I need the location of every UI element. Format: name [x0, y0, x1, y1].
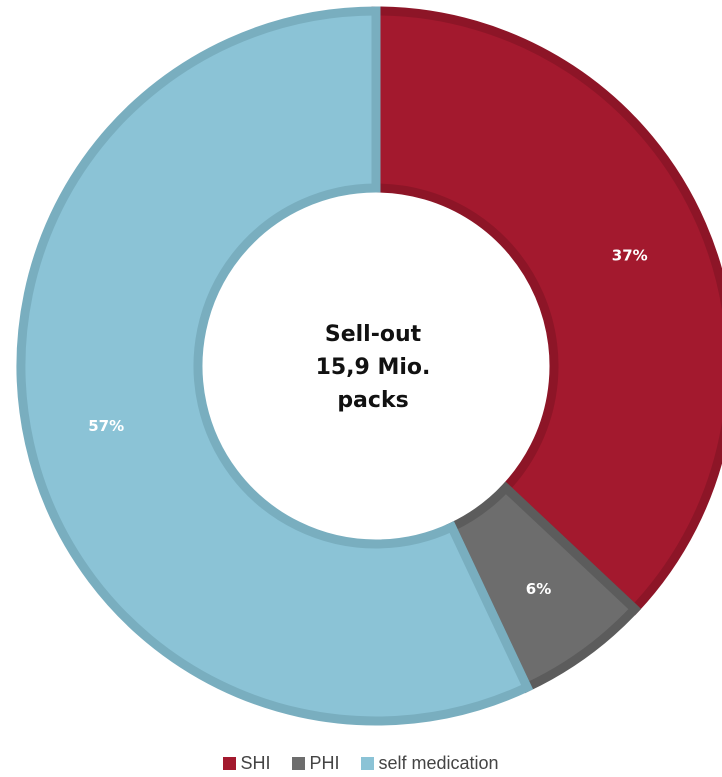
- legend-item-self-medication: self medication: [361, 752, 499, 774]
- center-label-line: 15,9 Mio.: [316, 355, 431, 380]
- center-label-line: Sell-out: [325, 322, 422, 347]
- slice-label-phi: 6%: [526, 580, 551, 598]
- legend-label: PHI: [309, 752, 340, 773]
- legend-label: self medication: [378, 752, 499, 773]
- legend-swatch: [223, 756, 237, 770]
- center-label-line: packs: [337, 388, 408, 413]
- legend-item-phi: PHI: [292, 753, 339, 774]
- slice-self-medication: [16, 6, 534, 726]
- slice-label-self-medication: 57%: [88, 417, 124, 435]
- donut-slices: [16, 6, 722, 726]
- legend-item-shi: SHI: [223, 753, 270, 774]
- legend-swatch: [292, 756, 306, 770]
- legend-label: SHI: [240, 752, 271, 773]
- slice-labels: 37% 6% 57%: [88, 247, 648, 599]
- legend-swatch: [361, 756, 375, 770]
- slice-label-shi: 37%: [612, 247, 648, 265]
- slice-shi: [371, 6, 722, 616]
- center-label: Sell-out 15,9 Mio. packs: [316, 322, 431, 413]
- legend: SHI PHI self medication: [0, 752, 722, 774]
